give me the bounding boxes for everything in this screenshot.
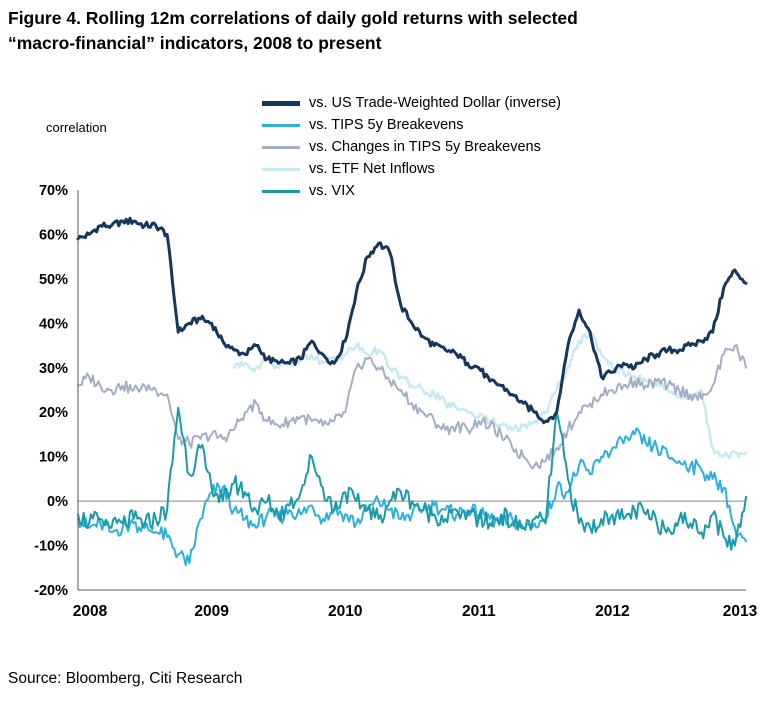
- legend-item: vs. Changes in TIPS 5y Breakevens: [262, 136, 561, 158]
- source-note: Source: Bloomberg, Citi Research: [8, 670, 243, 687]
- legend-item: vs. VIX: [262, 180, 561, 202]
- y-tick-label: -10%: [34, 539, 68, 555]
- legend-item: vs. ETF Net Inflows: [262, 158, 561, 180]
- y-tick-label: 20%: [39, 405, 68, 421]
- y-axis-label: correlation: [46, 120, 107, 135]
- legend-swatch-tips-changes-icon: [262, 145, 300, 149]
- x-tick-label: 2013: [723, 603, 758, 620]
- x-tick-label: 2008: [73, 603, 108, 620]
- legend: vs. US Trade-Weighted Dollar (inverse) v…: [262, 92, 561, 202]
- legend-swatch-etf-icon: [262, 167, 300, 171]
- x-tick-label: 2011: [462, 603, 496, 620]
- legend-label: vs. ETF Net Inflows: [309, 161, 435, 177]
- x-tick-label: 2009: [194, 603, 229, 620]
- legend-swatch-vix-icon: [262, 189, 300, 193]
- series-line-3: [232, 330, 748, 460]
- figure-title: Figure 4. Rolling 12m correlations of da…: [8, 6, 748, 57]
- legend-swatch-dollar-icon: [262, 100, 300, 106]
- y-tick-label: 30%: [39, 361, 68, 377]
- legend-label: vs. US Trade-Weighted Dollar (inverse): [309, 95, 561, 111]
- y-tick-label: 0%: [47, 494, 68, 510]
- legend-label: vs. TIPS 5y Breakevens: [309, 117, 464, 133]
- legend-label: vs. VIX: [309, 183, 355, 199]
- series-line-0: [76, 216, 748, 425]
- series-line-2: [77, 344, 747, 470]
- y-tick-label: 70%: [39, 183, 68, 199]
- legend-label: vs. Changes in TIPS 5y Breakevens: [309, 139, 541, 155]
- figure-title-line1: Figure 4. Rolling 12m correlations of da…: [8, 8, 578, 28]
- y-tick-label: 60%: [39, 227, 68, 243]
- series-line-1: [77, 427, 747, 566]
- series-line-4: [77, 406, 747, 551]
- y-tick-label: 50%: [39, 272, 68, 288]
- legend-item: vs. TIPS 5y Breakevens: [262, 114, 561, 136]
- x-tick-label: 2012: [595, 603, 629, 620]
- y-tick-label: 10%: [39, 450, 68, 466]
- x-tick-label: 2010: [328, 603, 362, 620]
- legend-item: vs. US Trade-Weighted Dollar (inverse): [262, 92, 561, 114]
- legend-swatch-tips-icon: [262, 123, 300, 127]
- figure-title-line2: “macro-financial” indicators, 2008 to pr…: [8, 33, 382, 54]
- y-tick-label: 40%: [39, 316, 68, 332]
- y-tick-label: -20%: [34, 583, 68, 599]
